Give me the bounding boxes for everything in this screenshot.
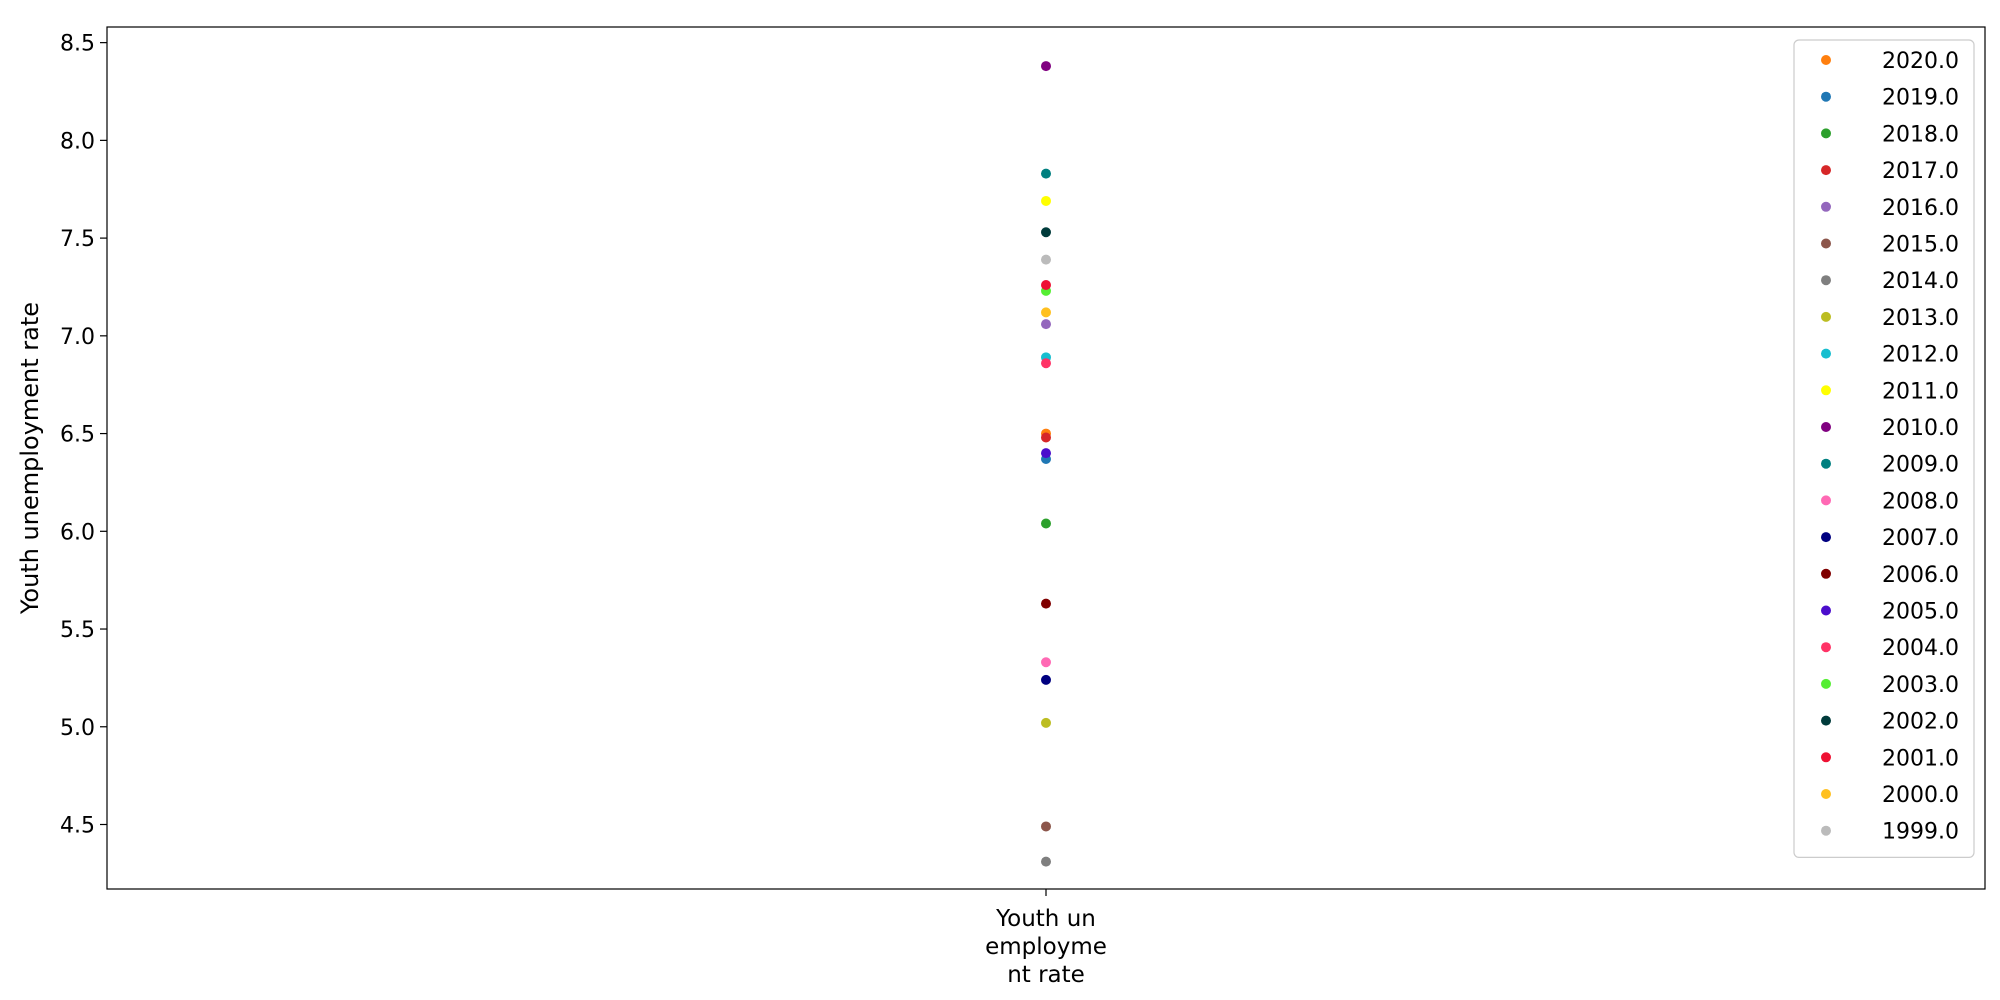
legend-marker bbox=[1821, 568, 1831, 579]
legend-marker bbox=[1821, 55, 1831, 65]
legend-label: 2007.0 bbox=[1882, 526, 1959, 551]
legend-label: 2017.0 bbox=[1882, 159, 1959, 184]
legend-marker bbox=[1821, 532, 1831, 543]
data-point-2015.0 bbox=[1041, 821, 1051, 832]
legend-marker bbox=[1821, 825, 1831, 836]
legend-label: 2002.0 bbox=[1882, 710, 1959, 735]
legend-marker bbox=[1821, 642, 1831, 653]
legend-marker bbox=[1821, 752, 1831, 763]
data-point-2017.0 bbox=[1041, 432, 1051, 443]
legend-marker bbox=[1821, 275, 1831, 286]
legend-marker bbox=[1821, 165, 1831, 176]
data-point-2008.0 bbox=[1041, 657, 1051, 668]
data-point-2007.0 bbox=[1041, 674, 1051, 685]
y-tick-label: 4.5 bbox=[60, 813, 95, 838]
data-point-2011.0 bbox=[1041, 195, 1051, 206]
legend-marker bbox=[1821, 311, 1831, 322]
legend-label: 1999.0 bbox=[1882, 820, 1959, 845]
legend-label: 2013.0 bbox=[1882, 306, 1959, 331]
data-point-2005.0 bbox=[1041, 448, 1051, 459]
y-tick-label: 7.5 bbox=[60, 227, 95, 252]
legend-label: 2000.0 bbox=[1882, 783, 1959, 808]
data-point-2000.0 bbox=[1041, 307, 1051, 318]
data-point-2004.0 bbox=[1041, 358, 1051, 369]
legend-label: 2014.0 bbox=[1882, 269, 1959, 294]
legend-label: 2009.0 bbox=[1882, 453, 1959, 478]
data-point-2006.0 bbox=[1041, 598, 1051, 609]
legend-label: 2001.0 bbox=[1882, 746, 1959, 771]
y-tick-label: 6.0 bbox=[60, 520, 95, 545]
legend-label: 2019.0 bbox=[1882, 86, 1959, 111]
y-tick-label: 8.0 bbox=[60, 129, 95, 154]
data-point-2014.0 bbox=[1041, 856, 1051, 867]
data-point-2010.0 bbox=[1041, 61, 1051, 72]
legend-label: 2020.0 bbox=[1882, 49, 1959, 74]
legend-marker bbox=[1821, 128, 1831, 139]
data-point-2018.0 bbox=[1041, 518, 1051, 529]
data-points bbox=[1041, 61, 1051, 867]
data-point-2009.0 bbox=[1041, 168, 1051, 179]
legend-marker bbox=[1821, 201, 1831, 212]
y-tick-label: 5.5 bbox=[60, 618, 95, 643]
legend-label: 2018.0 bbox=[1882, 122, 1959, 147]
x-axis: Youth un employme nt rate bbox=[985, 889, 1107, 988]
y-tick-label: 8.5 bbox=[60, 32, 95, 57]
legend-marker bbox=[1821, 91, 1831, 102]
legend-marker bbox=[1821, 789, 1831, 799]
data-point-2001.0 bbox=[1041, 280, 1051, 291]
legend: 2020.0 2019.0 2018.0 2017.0 2016.0 2015.0 2014… bbox=[1793, 39, 1975, 859]
legend-marker bbox=[1821, 385, 1831, 396]
legend-marker bbox=[1821, 422, 1831, 432]
data-point-2002.0 bbox=[1041, 227, 1051, 238]
legend-label: 2010.0 bbox=[1882, 416, 1959, 441]
legend-frame bbox=[1793, 39, 1975, 859]
data-point-2013.0 bbox=[1041, 717, 1051, 728]
x-tick-label: Youth un employme nt rate bbox=[985, 906, 1107, 988]
data-point-1999.0 bbox=[1041, 254, 1051, 265]
legend-label: 2008.0 bbox=[1882, 489, 1959, 514]
legend-marker bbox=[1821, 348, 1831, 359]
legend-marker bbox=[1821, 458, 1831, 469]
legend-marker bbox=[1821, 715, 1831, 726]
y-tick-label: 7.0 bbox=[60, 325, 95, 350]
legend-label: 2005.0 bbox=[1882, 600, 1959, 625]
y-axis: 4.5 5.0 5.5 6.0 6.5 7.0 7.5 8.0 8.5 bbox=[60, 32, 107, 838]
legend-marker bbox=[1821, 678, 1831, 689]
data-point-2016.0 bbox=[1041, 319, 1051, 330]
legend-label: 2004.0 bbox=[1882, 636, 1959, 661]
legend-label: 2012.0 bbox=[1882, 343, 1959, 368]
y-tick-label: 6.5 bbox=[60, 423, 95, 448]
legend-marker bbox=[1821, 495, 1831, 506]
legend-marker bbox=[1821, 238, 1831, 249]
y-axis-label: Youth unemployment rate bbox=[16, 302, 44, 615]
legend-label: 2015.0 bbox=[1882, 233, 1959, 258]
legend-label: 2006.0 bbox=[1882, 563, 1959, 588]
legend-label: 2011.0 bbox=[1882, 379, 1959, 404]
legend-label: 2003.0 bbox=[1882, 673, 1959, 698]
legend-label: 2016.0 bbox=[1882, 196, 1959, 221]
y-tick-label: 5.0 bbox=[60, 716, 95, 741]
legend-marker bbox=[1821, 605, 1831, 616]
